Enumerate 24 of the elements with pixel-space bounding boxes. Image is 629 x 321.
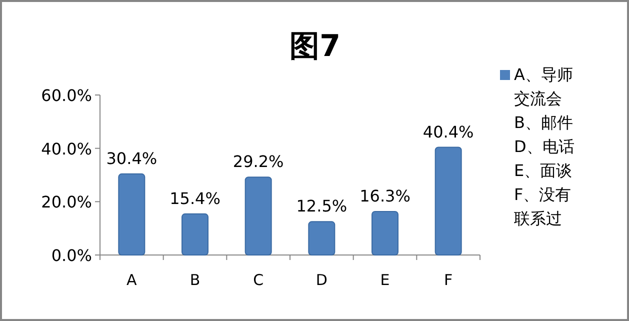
bar xyxy=(434,146,462,256)
y-tick-label: 0.0% xyxy=(51,246,92,265)
x-tick-label: A xyxy=(126,271,138,289)
bar xyxy=(244,176,272,256)
x-tick-label: F xyxy=(444,271,453,289)
y-tick-label: 20.0% xyxy=(41,192,92,212)
bar xyxy=(118,173,146,256)
chart-title: 图7 xyxy=(290,29,340,64)
bar xyxy=(308,221,336,256)
data-label: 12.5% xyxy=(296,196,348,216)
x-tick-label: D xyxy=(316,271,328,289)
x-tick-label: E xyxy=(380,271,390,289)
bar xyxy=(182,213,208,256)
data-label: 40.4% xyxy=(422,122,474,142)
legend-label: A、导师交流会 B、邮件 D、电话 E、面谈 F、没有联系过 xyxy=(514,65,574,228)
x-tick-label: B xyxy=(190,271,200,289)
data-label: 16.3% xyxy=(360,186,410,206)
data-label: 29.2% xyxy=(232,152,284,172)
y-tick-label: 40.0% xyxy=(41,139,92,158)
x-tick-label: C xyxy=(253,271,264,289)
bar xyxy=(372,211,398,256)
data-label: 30.4% xyxy=(106,148,158,168)
y-tick-label: 60.0% xyxy=(41,86,92,105)
data-label: 15.4% xyxy=(170,188,220,208)
